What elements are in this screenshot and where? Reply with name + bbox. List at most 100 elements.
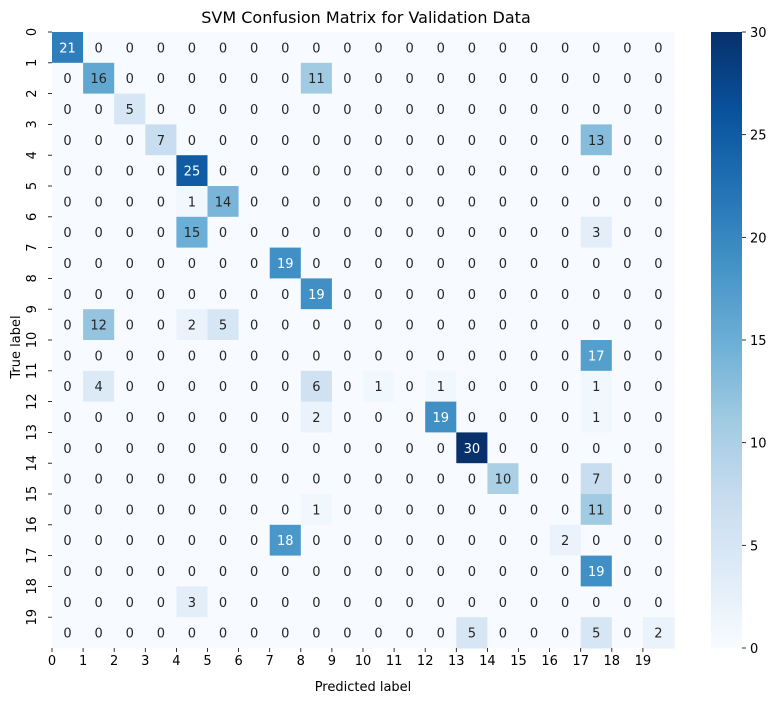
heatmap-cell — [331, 93, 364, 125]
cell-value-label: 0 — [374, 411, 382, 426]
heatmap-cell — [83, 309, 115, 341]
cell-value-label: 0 — [561, 103, 569, 118]
heatmap-cell — [207, 463, 240, 495]
cell-value-label: 0 — [312, 195, 320, 210]
heatmap-cell — [642, 340, 675, 372]
heatmap-cell — [518, 463, 551, 495]
cell-value-label: 0 — [561, 473, 569, 488]
y-tick-label: 6 — [25, 213, 40, 221]
heatmap-cell — [114, 278, 146, 310]
heatmap-cell — [580, 340, 613, 372]
cell-value-label: 0 — [437, 503, 445, 518]
heatmap-cell — [363, 432, 395, 464]
cell-value-label: 0 — [219, 627, 227, 642]
cell-value-label: 0 — [437, 534, 445, 549]
heatmap-cell — [425, 93, 457, 125]
heatmap-cell — [487, 555, 519, 587]
cell-value-label: 0 — [250, 103, 258, 118]
cell-value-label: 0 — [437, 257, 445, 272]
cell-value-label: 0 — [281, 319, 289, 334]
heatmap-cell — [549, 32, 582, 64]
cell-value-label: 0 — [219, 442, 227, 457]
x-axis: 0 1 2 3 4 5 6 7 8 9 10 11 12 13 14 15 16 17 18 19 — [48, 648, 651, 669]
cell-value-label: 0 — [250, 41, 258, 56]
x-tick-label: 14 — [479, 654, 496, 669]
cell-value-label: 0 — [374, 134, 382, 149]
heatmap-cell — [331, 340, 364, 372]
heatmap-cell — [363, 617, 395, 649]
cell-value-label: 4 — [95, 380, 103, 395]
cell-value-label: 7 — [157, 134, 165, 149]
cell-value-label: 0 — [188, 473, 196, 488]
cell-value-label: 0 — [437, 134, 445, 149]
heatmap-cell — [331, 586, 364, 618]
cell-value-label: 0 — [281, 411, 289, 426]
cell-value-label: 0 — [654, 380, 662, 395]
heatmap-cell — [580, 555, 613, 587]
heatmap-cell — [83, 494, 115, 526]
cell-value-label: 2 — [561, 534, 569, 549]
cell-value-label: 2 — [188, 319, 196, 334]
cell-value-label: 0 — [499, 596, 507, 611]
cell-value-label: 0 — [437, 473, 445, 488]
heatmap-cell — [642, 309, 675, 341]
cell-value-label: 0 — [281, 72, 289, 87]
x-tick-label: 10 — [355, 654, 372, 669]
cell-value-label: 0 — [157, 596, 165, 611]
cell-value-label: 0 — [157, 41, 165, 56]
cell-value-label: 0 — [250, 411, 258, 426]
heatmap-cell — [114, 247, 146, 279]
cell-value-label: 0 — [437, 442, 445, 457]
cell-value-label: 0 — [374, 534, 382, 549]
cell-value-label: 0 — [623, 380, 631, 395]
cell-value-label: 0 — [95, 565, 103, 580]
cell-value-label: 0 — [561, 165, 569, 180]
heatmap-cell — [52, 524, 84, 557]
cell-value-label: 0 — [374, 473, 382, 488]
cell-value-label: 0 — [157, 103, 165, 118]
cell-value-label: 0 — [406, 103, 414, 118]
y-tick-label: 0 — [25, 28, 40, 36]
cell-value-label: 0 — [561, 349, 569, 364]
cell-value-label: 0 — [406, 72, 414, 87]
heatmap-cell — [456, 555, 488, 587]
cell-value-label: 0 — [592, 165, 600, 180]
heatmap-cell — [611, 340, 644, 372]
cell-value-label: 0 — [281, 288, 289, 303]
cell-value-label: 0 — [406, 411, 414, 426]
cell-value-label: 0 — [95, 288, 103, 303]
heatmap-cell — [207, 32, 240, 64]
heatmap-cell — [83, 432, 115, 464]
cell-value-label: 0 — [219, 226, 227, 241]
heatmap-cell — [114, 617, 146, 649]
cell-value-label: 0 — [374, 349, 382, 364]
heatmap-cell — [300, 124, 333, 156]
heatmap-cell — [394, 124, 426, 156]
cell-value-label: 6 — [312, 380, 320, 395]
x-tick-label: 2 — [110, 654, 118, 669]
heatmap-cell — [238, 401, 271, 433]
heatmap-cell — [394, 340, 426, 372]
cell-value-label: 1 — [188, 195, 196, 210]
colorbar-tick-label: 5 — [750, 539, 758, 554]
y-tick-label: 13 — [25, 424, 40, 441]
cell-value-label: 0 — [95, 534, 103, 549]
cell-value-label: 0 — [592, 319, 600, 334]
cell-value-label: 0 — [654, 103, 662, 118]
cell-value-label: 0 — [343, 473, 351, 488]
heatmap-cell — [549, 62, 582, 95]
cell-value-label: 12 — [90, 319, 107, 334]
heatmap-cell — [549, 432, 582, 464]
heatmap-cell — [611, 124, 644, 156]
heatmap-cell — [331, 401, 364, 433]
cell-value-label: 0 — [250, 565, 258, 580]
cell-value-label: 0 — [499, 380, 507, 395]
cell-value-label: 0 — [126, 411, 134, 426]
cell-value-label: 0 — [623, 442, 631, 457]
cell-value-label: 0 — [406, 41, 414, 56]
heatmap-cell — [52, 494, 84, 526]
heatmap-cell — [487, 309, 519, 341]
x-tick-label: 13 — [448, 654, 465, 669]
cell-value-label: 0 — [406, 257, 414, 272]
cell-value-label: 0 — [281, 442, 289, 457]
